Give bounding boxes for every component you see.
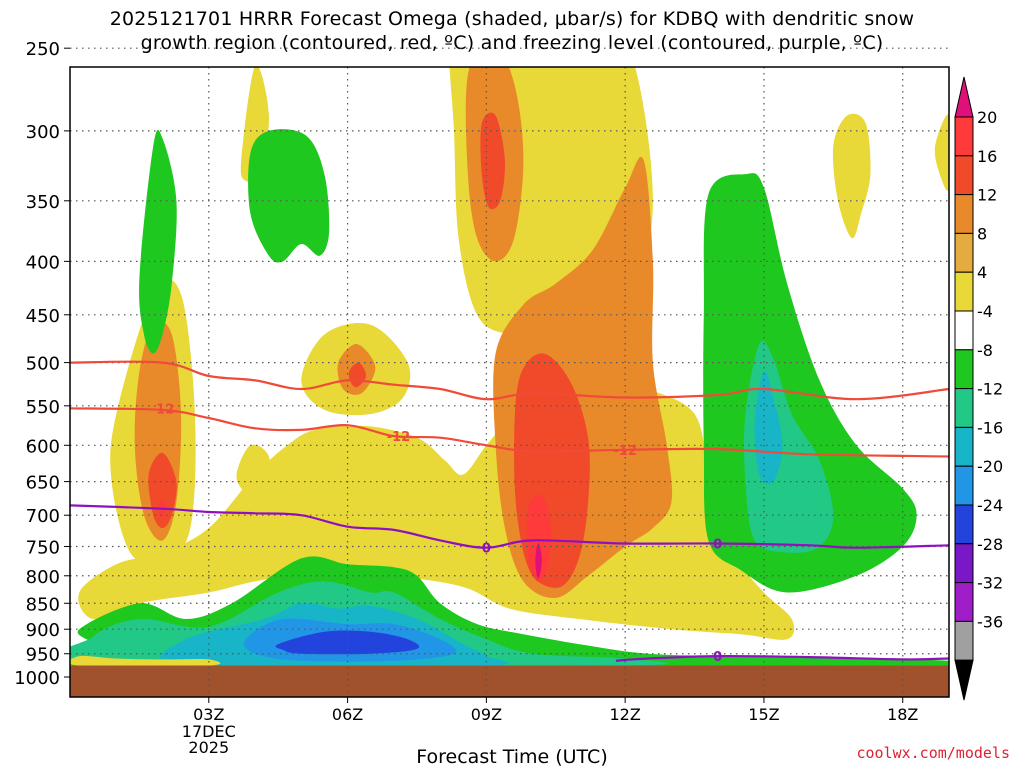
colorbar-label-10: -24	[977, 496, 1003, 515]
x-tick-label-15Z: 15Z	[748, 705, 779, 724]
y-tick-label-450: 450	[26, 306, 60, 327]
y-tick-label-350: 350	[26, 192, 60, 213]
y-tick-label-500: 500	[26, 354, 60, 375]
credit-text: coolwx.com/models	[856, 744, 1010, 762]
omega-shaded-area-20	[934, 114, 949, 191]
y-tick-label-600: 600	[26, 436, 60, 457]
x-tick-label-09Z: 09Z	[471, 705, 502, 724]
omega-shaded-area-21	[139, 129, 177, 354]
colorbar-label-7: -12	[977, 380, 1003, 399]
y-tick-label-750: 750	[26, 538, 60, 559]
colorbar-swatch-8	[954, 426, 974, 467]
colorbar-label-5: -4	[977, 302, 993, 321]
y-tick-label-300: 300	[26, 122, 60, 143]
contour-dendritic-growth-upper	[70, 360, 949, 401]
colorbar-swatch-0	[954, 116, 974, 157]
x-axis-title: Forecast Time (UTC)	[416, 746, 608, 768]
contour-label-4: 0	[713, 537, 722, 552]
contour-label-5: 0	[713, 650, 722, 665]
contour-surface-freezing-contour	[615, 654, 949, 662]
omega-shaded-area-31	[70, 655, 221, 667]
plot-frame	[69, 66, 950, 698]
x-tick-label-06Z: 06Z	[332, 705, 363, 724]
contour-label-0: -12	[151, 402, 175, 417]
omega-shaded-area-25	[754, 370, 783, 485]
ground-below-surface	[70, 665, 949, 697]
colorbar-swatch-7	[954, 388, 974, 428]
y-tick-label-250: 250	[26, 39, 60, 60]
y-tick-label-650: 650	[26, 473, 60, 494]
y-tick-label-400: 400	[26, 252, 60, 273]
omega-shaded-area-14	[480, 112, 506, 210]
colorbar-label-13: -36	[977, 612, 1003, 631]
x-tick-label-03Z: 03Z	[193, 705, 224, 724]
colorbar-label-0: 20	[977, 108, 997, 127]
contour-label-2: -12	[613, 444, 637, 459]
colorbar-bottom-arrow	[954, 659, 974, 701]
colorbar-label-1: 16	[977, 147, 997, 166]
colorbar-swatch-2	[954, 194, 974, 234]
colorbar-swatch-1	[954, 155, 974, 196]
x-tick-label-12Z: 12Z	[609, 705, 640, 724]
colorbar-swatch-13	[954, 620, 974, 661]
colorbar-swatch-11	[954, 543, 974, 584]
omega-shaded-area-19	[832, 113, 871, 239]
y-tick-label-950: 950	[26, 645, 60, 666]
x-tick-label-18Z: 18Z	[887, 705, 918, 724]
colorbar-label-6: -8	[977, 341, 993, 360]
contour-freezing-level	[70, 504, 949, 549]
colorbar-label-2: 12	[977, 186, 997, 205]
colorbar-swatch-6	[954, 349, 974, 390]
colorbar-label-11: -28	[977, 535, 1003, 554]
x-date-label-1: 2025	[188, 738, 229, 757]
y-tick-label-900: 900	[26, 620, 60, 641]
omega-shaded-area-18	[535, 543, 542, 579]
y-tick-label-1000: 1000	[14, 668, 60, 689]
colorbar-swatch-5	[954, 310, 974, 351]
y-tick-label-800: 800	[26, 567, 60, 588]
colorbar-label-12: -32	[977, 574, 1003, 593]
omega-shaded-area-30	[275, 630, 420, 655]
colorbar-label-4: 4	[977, 263, 987, 282]
contour-label-3: 0	[482, 542, 491, 557]
colorbar-swatch-12	[954, 582, 974, 622]
y-tick-label-550: 550	[26, 397, 60, 418]
colorbar-label-8: -16	[977, 418, 1003, 437]
colorbar-swatch-10	[954, 504, 974, 545]
contour-label-1: -12	[387, 430, 411, 445]
contour-dendritic-growth-lower	[70, 407, 949, 458]
y-tick-label-700: 700	[26, 506, 60, 527]
chart-title-line2: growth region (contoured, red, ºC) and f…	[140, 32, 884, 54]
omega-shaded-area-17	[526, 494, 552, 582]
y-tick-label-850: 850	[26, 594, 60, 615]
colorbar-label-9: -20	[977, 457, 1003, 476]
chart-title-line1: 2025121701 HRRR Forecast Omega (shaded, …	[109, 8, 915, 30]
omega-shaded-area-22	[248, 129, 330, 263]
colorbar-swatch-4	[954, 271, 974, 312]
colorbar-label-3: 8	[977, 224, 987, 243]
x-date-label-0: 17DEC	[182, 722, 236, 741]
colorbar-swatch-3	[954, 232, 974, 273]
colorbar-swatch-9	[954, 465, 974, 506]
colorbar-top-arrow	[954, 76, 974, 118]
